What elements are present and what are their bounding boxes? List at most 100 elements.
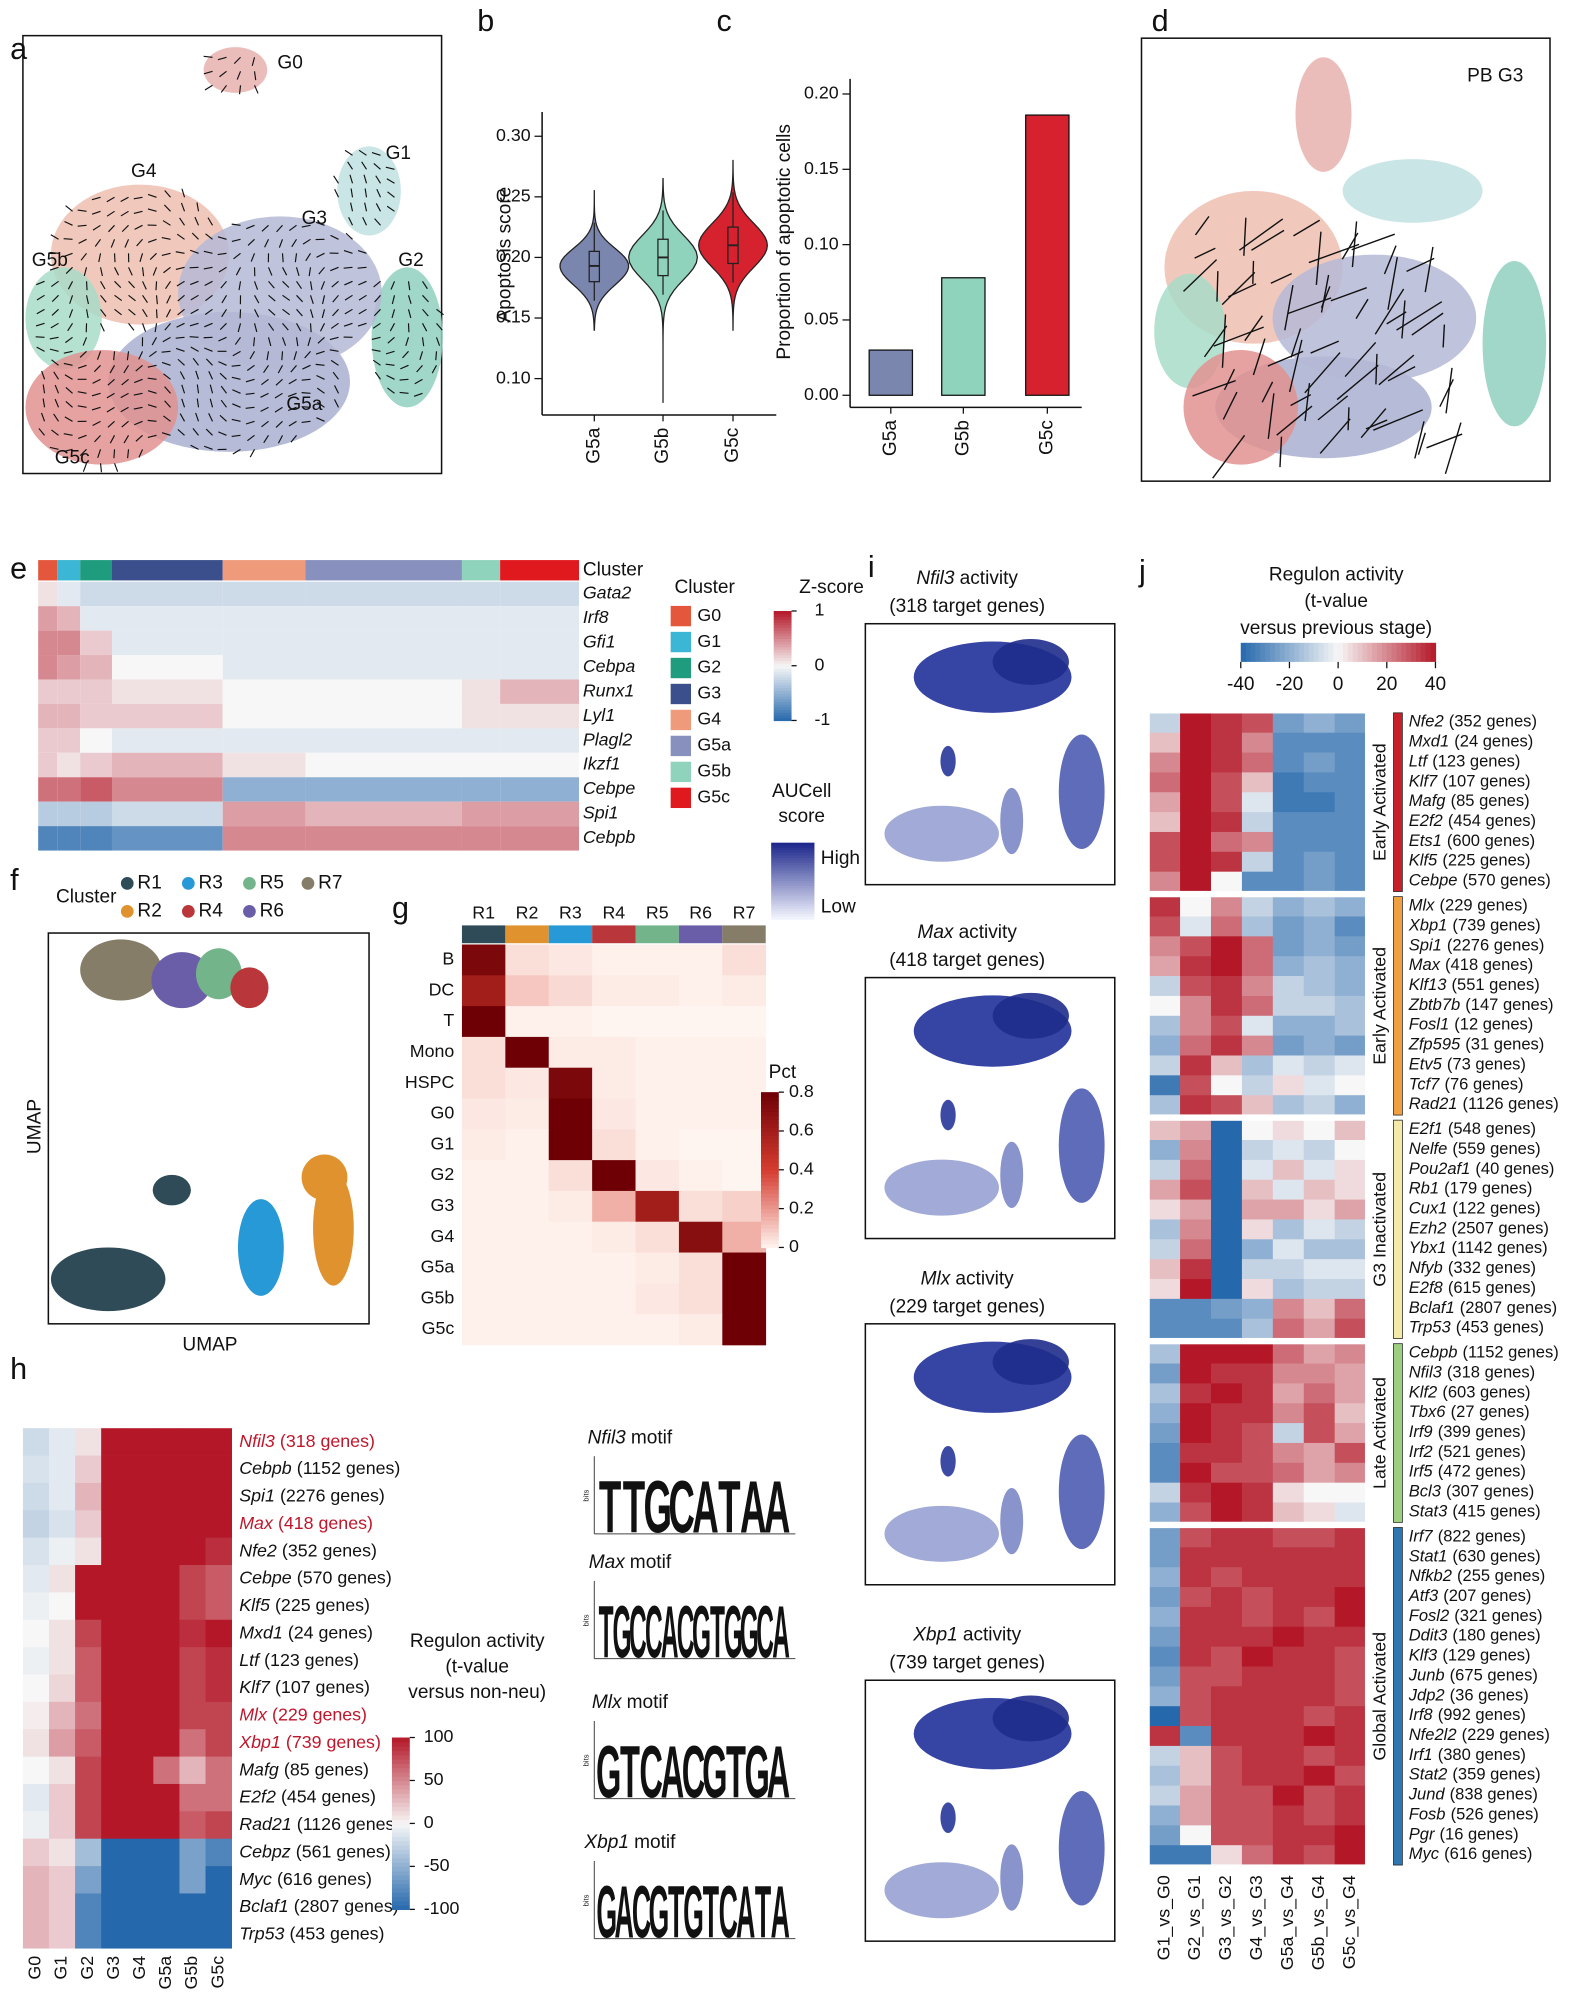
row-label-part: Nfe2 xyxy=(239,1540,277,1560)
velocity-arrow xyxy=(287,406,297,412)
velocity-arrow xyxy=(1320,274,1330,313)
row-label: G2 xyxy=(431,1164,455,1184)
row-label-part: (122 genes) xyxy=(1452,1199,1540,1218)
heatmap-cell xyxy=(222,826,306,851)
heatmap-cell xyxy=(75,1619,102,1648)
colorbar-segment xyxy=(761,1123,779,1128)
heatmap-cell xyxy=(1180,1706,1212,1727)
velocity-arrow xyxy=(51,359,59,366)
heatmap-cell xyxy=(101,1811,128,1840)
heatmap-cell xyxy=(75,1783,102,1812)
heatmap-cell xyxy=(1334,1095,1366,1116)
heatmap-cell xyxy=(678,1067,723,1099)
heatmap-cell xyxy=(205,1537,232,1566)
row-label-part: Klf5 xyxy=(239,1595,270,1615)
velocity-arrow xyxy=(1293,219,1321,237)
heatmap-cell xyxy=(1241,1239,1274,1260)
row-label-part: (739 genes) xyxy=(1452,916,1540,935)
velocity-arrow xyxy=(246,364,255,371)
row-label-part: Spi1 xyxy=(239,1485,275,1505)
velocity-arrow xyxy=(267,267,273,276)
velocity-arrow xyxy=(108,224,115,233)
colorbar-segment xyxy=(761,1158,779,1163)
heatmap-cell xyxy=(179,1893,206,1922)
velocity-arrow xyxy=(161,361,171,366)
colorbar-segment xyxy=(761,1208,779,1214)
heatmap-cell xyxy=(1334,1279,1366,1300)
heatmap-cell xyxy=(1334,732,1366,753)
heatmap-cell xyxy=(205,1756,232,1785)
velocity-arrow xyxy=(1351,233,1395,251)
heatmap-cell xyxy=(1180,1646,1212,1667)
colorbar-segment xyxy=(1289,642,1295,662)
velocity-arrow xyxy=(349,174,354,184)
velocity-arrow xyxy=(161,432,171,436)
row-label: Klf7 (107 genes) xyxy=(239,1677,370,1697)
heatmap-cell xyxy=(222,630,306,656)
heatmap-cell xyxy=(205,1811,232,1840)
velocity-arrow xyxy=(375,175,381,184)
velocity-arrow xyxy=(107,420,115,428)
heatmap-cell xyxy=(101,1619,128,1648)
colorbar-segment xyxy=(761,1220,779,1225)
velocity-arrow xyxy=(65,266,73,274)
velocity-arrow xyxy=(1347,407,1350,431)
colorbar-segment xyxy=(1401,642,1407,662)
row-label-part: (85 genes) xyxy=(284,1759,369,1779)
heatmap-cell xyxy=(205,1920,232,1949)
velocity-arrow xyxy=(163,415,171,422)
velocity-arrow xyxy=(277,435,284,444)
row-label: E2f2 (454 genes) xyxy=(239,1786,376,1806)
velocity-arrow xyxy=(1252,338,1266,376)
row-label-part: Fosb xyxy=(1409,1805,1446,1824)
heatmap-cell xyxy=(548,1160,593,1192)
logo-letter: G xyxy=(692,1590,711,1673)
heatmap-cell xyxy=(1149,732,1181,753)
row-label-part: Stat2 xyxy=(1409,1765,1448,1784)
heatmap-cell xyxy=(1334,1666,1366,1687)
colorbar-segment xyxy=(773,706,792,711)
velocity-arrow xyxy=(435,351,438,361)
colorbar-segment xyxy=(761,1173,779,1179)
heatmap-cell xyxy=(1272,812,1305,833)
motif-title: Xbp1 motif xyxy=(583,1832,676,1853)
heatmap-cell xyxy=(1241,1279,1274,1300)
velocity-arrow xyxy=(389,323,396,332)
colorbar-segment xyxy=(761,1111,779,1117)
velocity-arrow xyxy=(249,351,256,360)
heatmap-cell xyxy=(101,1866,128,1894)
heatmap-cell xyxy=(1334,1626,1366,1648)
row-label-part: Irf8 xyxy=(1409,1705,1434,1724)
row-label-part: Fosl1 xyxy=(1409,1015,1449,1034)
cluster-bar xyxy=(505,925,549,944)
heatmap-cell xyxy=(1149,1363,1181,1384)
heatmap-cell xyxy=(1241,1547,1274,1568)
velocity-arrow xyxy=(301,406,311,408)
heatmap-cell xyxy=(1241,1075,1274,1096)
velocity-arrow xyxy=(332,371,339,380)
velocity-arrow xyxy=(220,399,227,408)
row-label: G1 xyxy=(431,1133,455,1153)
heatmap-cell xyxy=(1272,1279,1305,1300)
heatmap-cell xyxy=(1149,1825,1181,1846)
heatmap-cell xyxy=(548,1006,593,1038)
column-label: G2_vs_G1 xyxy=(1184,1875,1205,1960)
colorbar-segment xyxy=(771,908,815,913)
velocity-arrow xyxy=(1223,368,1236,391)
row-label: HSPC xyxy=(405,1072,455,1092)
heatmap-cell xyxy=(127,1811,154,1840)
heatmap-cell xyxy=(1180,1219,1212,1240)
heatmap-cell xyxy=(1272,1095,1305,1116)
panel-letter: f xyxy=(10,863,19,897)
heatmap-cell xyxy=(1272,772,1305,793)
group-bar xyxy=(1393,1119,1403,1339)
velocity-arrow xyxy=(422,280,428,290)
colorbar-segment xyxy=(771,893,815,897)
heatmap-cell xyxy=(1210,732,1243,753)
row-label: Zfp595 (31 genes) xyxy=(1408,1035,1545,1054)
heatmap-cell xyxy=(38,777,58,802)
heatmap-cell xyxy=(38,703,58,729)
heatmap-cell xyxy=(127,1783,154,1812)
logo-letter: G xyxy=(683,1871,704,1953)
row-label-part: Mxd1 xyxy=(1409,732,1449,751)
